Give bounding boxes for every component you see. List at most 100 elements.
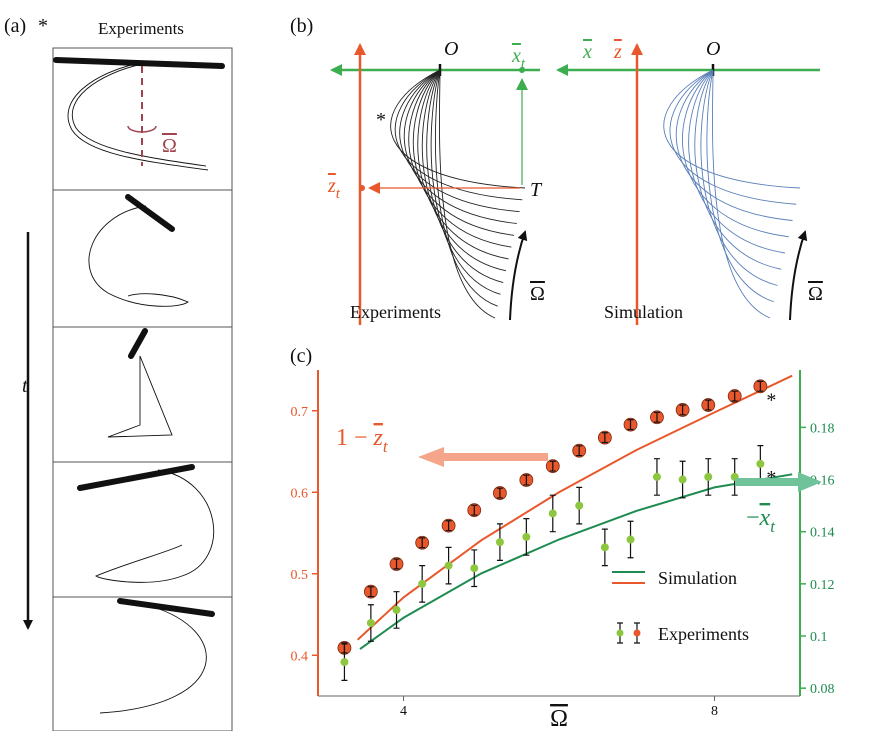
arrow-head (798, 472, 822, 492)
y2-tick-label: 0.08 (810, 682, 835, 697)
x-label: x (582, 41, 592, 63)
caption: Experiments (350, 302, 441, 322)
symbol: z (327, 175, 336, 197)
zt-label: zt (327, 175, 341, 202)
z-label: z (613, 41, 622, 63)
xt-label: xt (511, 45, 526, 72)
curve (417, 69, 509, 260)
symbol: z (373, 425, 384, 451)
legend-label: Experiments (658, 624, 749, 644)
x-axis-label: Ω (550, 706, 568, 731)
omega-label: Ω (808, 283, 823, 305)
filament (95, 469, 215, 583)
omega-arrow (789, 230, 808, 321)
data-point (392, 605, 401, 614)
panel-title: Experiments (98, 19, 184, 38)
filament (107, 355, 173, 438)
curve (390, 69, 526, 189)
origin-label: O (444, 38, 458, 60)
data-point (366, 618, 375, 627)
subscript: t (383, 437, 389, 456)
y-tick-label: 0.5 (291, 568, 309, 583)
simulation-line (356, 374, 793, 641)
curve (669, 69, 797, 205)
data-point (444, 561, 453, 570)
omega: Ω (162, 135, 177, 157)
y2-tick-label: 0.12 (810, 578, 835, 593)
curve (688, 69, 786, 254)
error-bar (367, 586, 374, 598)
omega-label: Ω (530, 283, 545, 305)
y2-tick-label: 0.14 (810, 526, 835, 541)
curve (682, 69, 789, 238)
data-point (756, 459, 765, 468)
omega-arrow (509, 230, 528, 321)
symbol: x (759, 505, 771, 531)
error-bar (523, 474, 530, 486)
subscript: t (521, 56, 526, 72)
panel-b: (b) O xt zt T * Ω Experiments O x z Ω Si… (290, 15, 823, 325)
error-bar (705, 399, 712, 411)
frame (52, 596, 233, 731)
data-point (600, 543, 609, 552)
legend: Simulation Experiments (612, 568, 749, 644)
subscript: t (336, 186, 341, 202)
error-bar (679, 404, 686, 416)
y2-tick-label: 0.1 (810, 630, 828, 645)
frame (52, 326, 233, 463)
star: * (38, 15, 48, 37)
data-point (418, 579, 427, 588)
error-bar (393, 558, 400, 570)
blade (77, 464, 195, 491)
data-point (548, 509, 557, 518)
x-tick-label: 8 (711, 704, 718, 719)
axis-annotation: −xt (746, 505, 776, 536)
curve (421, 69, 507, 272)
time-label: t (22, 375, 28, 397)
error-bar (601, 432, 608, 444)
error-bar (549, 460, 556, 472)
symbol: x (511, 45, 521, 67)
data-point (522, 532, 531, 541)
y2-tick-label: 0.16 (810, 474, 835, 489)
error-bar (576, 445, 583, 457)
error-bar (419, 537, 426, 549)
curve (434, 69, 498, 307)
subscript: t (770, 517, 776, 536)
blade (125, 194, 175, 232)
prefix: 1 − (336, 425, 374, 451)
rotation-arc (127, 125, 157, 133)
data-point (575, 501, 584, 510)
y-tick-label: 0.7 (291, 405, 309, 420)
curve-fan (390, 69, 526, 319)
legend-swatch (633, 629, 641, 637)
error-bar (445, 520, 452, 532)
data-point (626, 535, 635, 544)
curve (675, 69, 793, 221)
data-point (470, 564, 479, 573)
data-point (340, 658, 349, 667)
error-bar (757, 380, 764, 392)
blade (117, 598, 215, 617)
x-tick-label: 4 (400, 704, 407, 719)
caption: Simulation (604, 302, 683, 322)
error-bar (496, 487, 503, 499)
filament (99, 605, 207, 714)
annotation: * (766, 389, 776, 411)
data-point (495, 538, 504, 547)
blade (128, 328, 148, 359)
curve (706, 69, 774, 303)
panel-label: (a) (4, 15, 26, 37)
curve (700, 69, 778, 286)
annotation: * (766, 467, 776, 489)
axis-annotation: 1 − zt (336, 425, 389, 456)
data-point (652, 472, 661, 481)
tip-label: T (530, 179, 543, 201)
frame (52, 461, 233, 598)
curve-fan (663, 69, 801, 319)
curve (694, 69, 782, 270)
panel-label: (c) (290, 345, 312, 367)
data-point (678, 475, 687, 484)
chart: 0.4 0.5 0.6 0.7 0.08 0.1 0.12 0.14 0.16 0.18 4 8 Ω * *… (291, 370, 835, 731)
